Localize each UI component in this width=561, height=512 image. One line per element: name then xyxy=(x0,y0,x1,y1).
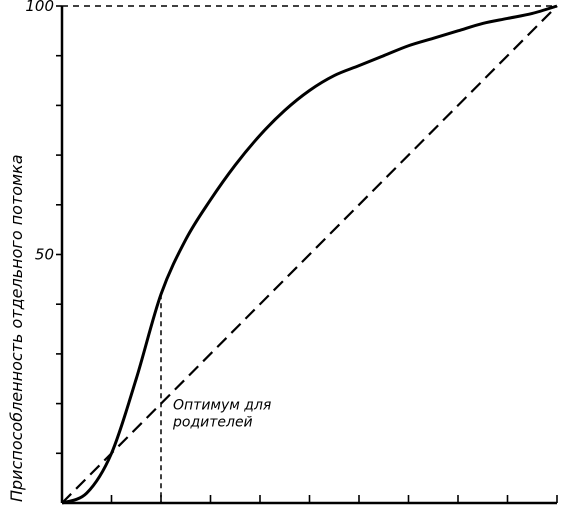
series-line-dashed xyxy=(61,5,558,504)
series-line-solid xyxy=(61,4,558,505)
y-axis-title: Приспособленность отдельного потомка xyxy=(7,154,26,502)
y-tick-label-100: 100 xyxy=(25,0,54,15)
optimum-annotation-line-1: Оптимум для xyxy=(173,398,271,414)
series xyxy=(61,4,558,505)
y-tick-label-50: 50 xyxy=(35,246,54,264)
ticks: 50 100 xyxy=(25,0,558,503)
optimum-annotation-line-2: родителей xyxy=(172,415,253,431)
